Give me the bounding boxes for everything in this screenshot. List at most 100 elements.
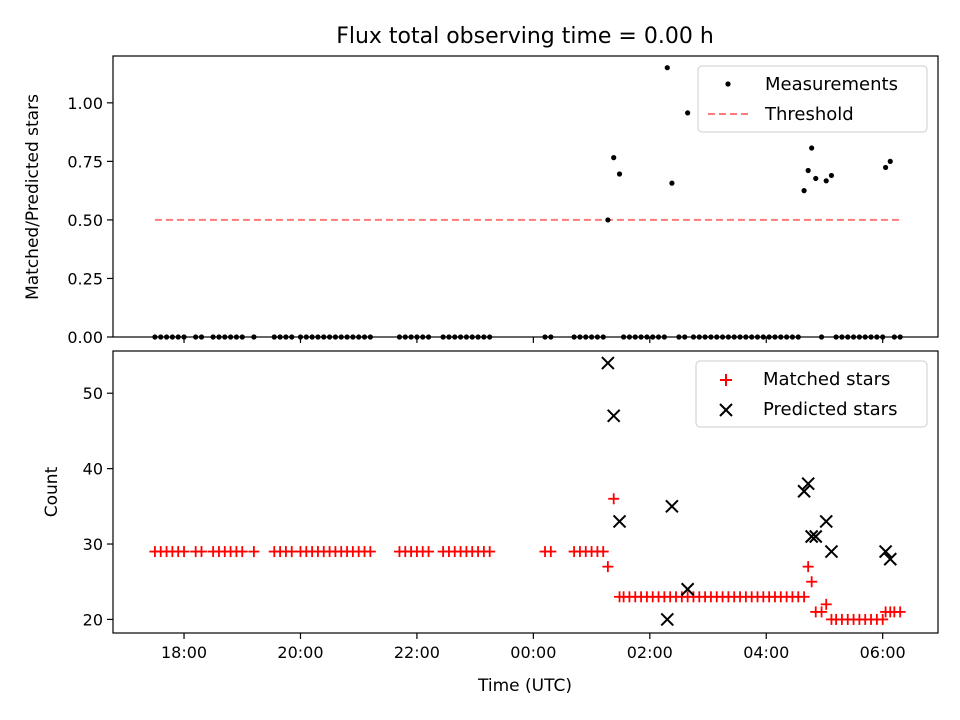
predicted-star-point — [809, 529, 823, 544]
matched-star-point — [602, 561, 614, 573]
matched-star-point — [608, 493, 620, 505]
predicted-star-point — [801, 476, 815, 491]
measurement-point — [481, 334, 487, 340]
measurement-point — [367, 334, 373, 340]
measurement-point — [696, 334, 702, 340]
matched-star-point — [806, 576, 818, 588]
measurement-point — [251, 334, 257, 340]
measurement-point — [868, 334, 874, 340]
measurement-point — [271, 334, 277, 340]
measurement-point — [408, 334, 414, 340]
figure-title: Flux total observing time = 0.00 h — [336, 24, 714, 49]
measurement-point — [778, 334, 784, 340]
bottom-legend: Matched stars Predicted stars — [695, 360, 928, 428]
bottom-series-group — [149, 356, 906, 627]
measurement-point — [685, 110, 691, 116]
y-tick-label: 0.75 — [67, 152, 103, 171]
x-axis-label: Time (UTC) — [477, 676, 572, 696]
measurement-point — [655, 334, 662, 340]
measurement-point — [682, 334, 688, 340]
measurement-point — [725, 334, 732, 340]
measurement-point — [210, 334, 216, 340]
measurement-point — [425, 334, 432, 340]
measurement-point — [152, 334, 158, 340]
matched-star-point — [484, 546, 496, 558]
measurement-point — [883, 164, 889, 171]
legend-matched-marker — [720, 374, 732, 386]
bottom-y-ticks: 20 30 40 50 — [83, 384, 113, 629]
matched-star-point — [545, 546, 557, 558]
measurement-point — [805, 167, 811, 174]
measurement-point — [862, 334, 868, 340]
measurement-point — [611, 155, 617, 161]
measurement-point — [158, 334, 164, 340]
matched-star-point — [894, 606, 906, 618]
x-tick-label: 20:00 — [277, 643, 323, 662]
y-tick-label: 30 — [83, 535, 103, 554]
x-tick-label: 02:00 — [627, 643, 673, 662]
matched-star-point — [802, 561, 814, 573]
legend-measurements-label: Measurements — [765, 74, 898, 95]
measurement-point — [731, 334, 737, 340]
measurement-point — [344, 334, 350, 340]
top-y-ticks: 0.00 0.25 0.50 0.75 1.00 — [67, 94, 113, 347]
measurement-point — [833, 334, 839, 340]
measurement-point — [818, 334, 825, 340]
measurement-point — [396, 334, 403, 340]
measurement-point — [749, 334, 755, 340]
measurement-point — [216, 334, 222, 340]
measurement-point — [669, 180, 675, 186]
measurement-point — [475, 334, 481, 340]
predicted-star-point — [606, 409, 621, 423]
matched-star-point — [798, 591, 810, 603]
measurement-point — [638, 334, 644, 340]
measurement-point — [719, 334, 726, 340]
bottom-panel: 20 30 40 50 18:00 20:00 22:00 00:00 02:00 04:00 0… — [42, 350, 939, 696]
x-tick-label: 00:00 — [510, 643, 556, 662]
measurement-point — [650, 334, 656, 340]
measurement-point — [193, 334, 199, 340]
measurement-point — [801, 188, 807, 194]
measurement-point — [621, 334, 627, 340]
measurement-point — [283, 334, 289, 340]
y-tick-label: 0.25 — [67, 269, 103, 288]
predicted-star-point — [660, 612, 674, 627]
measurement-point — [760, 334, 766, 340]
measurement-point — [277, 334, 283, 340]
measurement-point — [626, 334, 633, 340]
y-tick-label: 50 — [83, 384, 103, 403]
legend-matched-label: Matched stars — [763, 369, 890, 390]
measurement-point — [856, 334, 863, 340]
measurement-point — [583, 334, 589, 340]
bottom-x-ticks: 18:00 20:00 22:00 00:00 02:00 04:00 06:00 — [161, 633, 906, 662]
measurement-point — [571, 334, 577, 340]
measurement-point — [743, 334, 749, 340]
predicted-star-point — [804, 529, 819, 544]
matched-star-point — [877, 613, 889, 625]
y-tick-label: 20 — [83, 610, 103, 629]
measurement-point — [823, 178, 829, 184]
measurement-point — [702, 334, 708, 340]
measurement-point — [338, 334, 344, 340]
legend-threshold-label: Threshold — [764, 104, 854, 125]
measurement-point — [350, 334, 356, 340]
measurement-point — [239, 334, 245, 340]
measurement-point — [198, 334, 205, 340]
top-legend: Measurements Threshold — [697, 65, 928, 133]
measurement-point — [303, 334, 309, 340]
predicted-star-point — [601, 356, 615, 370]
predicted-star-point — [824, 544, 839, 559]
top-legend-box — [697, 65, 928, 133]
matched-star-point — [248, 546, 260, 558]
predicted-star-point — [680, 582, 695, 596]
y-tick-label: 0.00 — [67, 328, 103, 347]
measurement-point — [463, 334, 470, 340]
matched-star-point — [236, 546, 248, 558]
measurement-point — [181, 334, 187, 340]
measurement-point — [789, 334, 796, 340]
matched-star-point — [195, 546, 207, 558]
matched-star-point — [364, 546, 376, 558]
predicted-star-point — [665, 499, 679, 514]
matched-star-point — [820, 598, 832, 610]
measurement-point — [708, 334, 714, 340]
